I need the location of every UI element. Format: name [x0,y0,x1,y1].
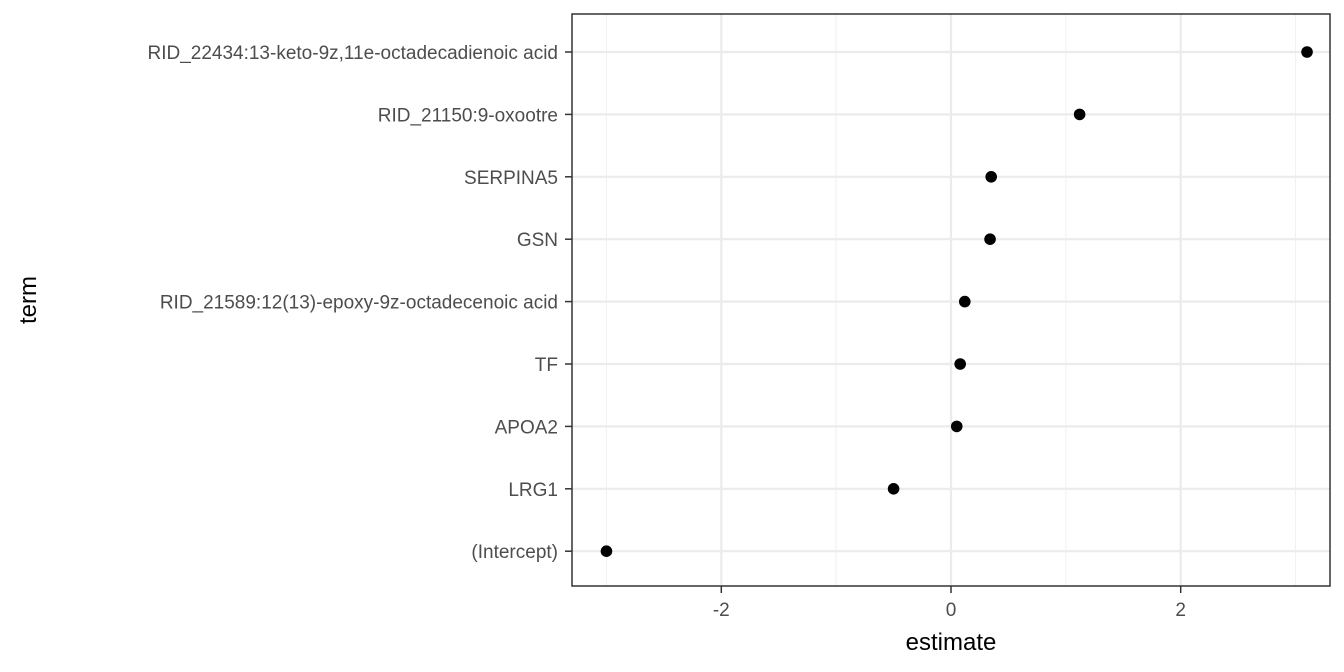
data-point [985,171,997,183]
y-tick-label: GSN [517,230,558,251]
data-point [600,545,613,557]
data-point [1301,46,1313,58]
major-gridlines [572,14,1330,586]
y-tick-label: SERPINA5 [464,168,558,189]
x-tick-label: 2 [1175,600,1186,621]
minor-gridlines [605,14,1297,586]
y-tick-label: RID_22434:13-keto-9z,11e-octadecadienoic… [147,43,558,64]
data-points [600,46,1313,557]
data-point [984,233,996,245]
x-axis-title: estimate [906,629,997,656]
data-point [950,420,963,433]
y-tick-label: TF [535,355,558,376]
x-axis-ticks: -2 0 2 [713,586,1186,621]
y-tick-label: RID_21150:9-oxootre [378,105,558,126]
y-tick-label: APOA2 [495,417,558,438]
y-tick-label: (Intercept) [471,542,558,563]
data-point [887,483,900,495]
data-point [958,295,971,308]
y-axis-ticks: RID_22434:13-keto-9z,11e-octadecadienoic… [147,43,572,563]
x-tick-label: -2 [713,600,730,621]
y-tick-label: RID_21589:12(13)-epoxy-9z-octadecenoic a… [160,293,558,314]
data-point [1073,108,1086,121]
y-axis-title: term [15,276,42,324]
data-point [954,358,966,370]
x-tick-label: 0 [946,600,957,621]
y-tick-label: LRG1 [508,480,558,501]
